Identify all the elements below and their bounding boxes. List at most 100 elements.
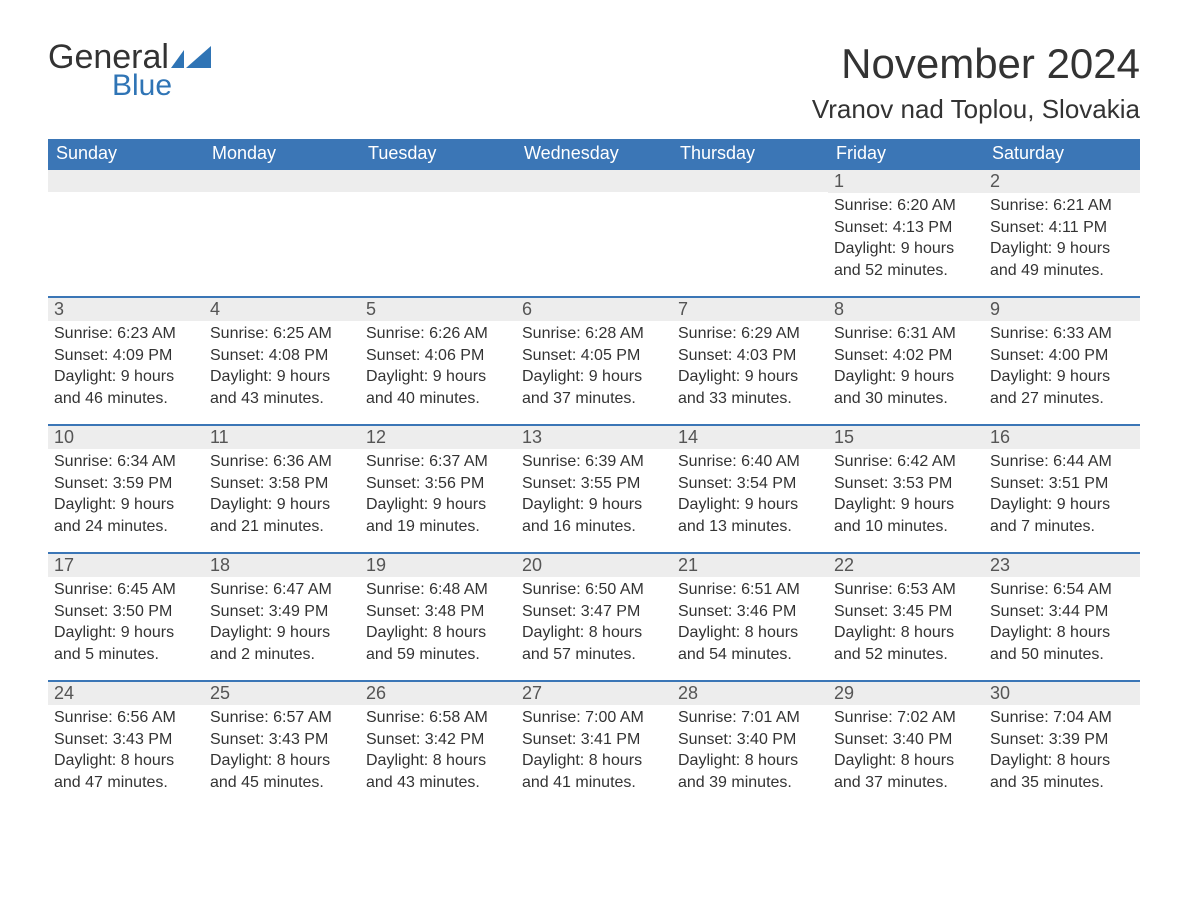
- empty-cell: [48, 170, 204, 296]
- daylight-line1: Daylight: 9 hours: [834, 238, 978, 260]
- daylight-line2: and 52 minutes.: [834, 644, 978, 666]
- daylight-line1: Daylight: 9 hours: [522, 366, 666, 388]
- daylight-line2: and 47 minutes.: [54, 772, 198, 794]
- daylight-line1: Daylight: 8 hours: [366, 750, 510, 772]
- week-row: 1Sunrise: 6:20 AMSunset: 4:13 PMDaylight…: [48, 168, 1140, 296]
- daylight-line1: Daylight: 8 hours: [522, 750, 666, 772]
- daylight-line1: Daylight: 9 hours: [678, 366, 822, 388]
- daylight-line2: and 46 minutes.: [54, 388, 198, 410]
- daylight-line1: Daylight: 8 hours: [990, 750, 1134, 772]
- daylight-line1: Daylight: 8 hours: [834, 622, 978, 644]
- title-block: November 2024 Vranov nad Toplou, Slovaki…: [812, 40, 1140, 125]
- daylight-line2: and 24 minutes.: [54, 516, 198, 538]
- day-number: [204, 170, 360, 192]
- day-number: 10: [48, 426, 204, 449]
- daylight-line1: Daylight: 9 hours: [54, 494, 198, 516]
- weekday-header: Monday: [204, 139, 360, 168]
- sunset-text: Sunset: 3:46 PM: [678, 601, 822, 623]
- sunrise-text: Sunrise: 6:34 AM: [54, 451, 198, 473]
- day-body: Sunrise: 6:36 AMSunset: 3:58 PMDaylight:…: [204, 449, 360, 537]
- sunrise-text: Sunrise: 6:56 AM: [54, 707, 198, 729]
- daylight-line2: and 19 minutes.: [366, 516, 510, 538]
- day-number: 30: [984, 682, 1140, 705]
- day-body: Sunrise: 6:33 AMSunset: 4:00 PMDaylight:…: [984, 321, 1140, 409]
- day-cell: 19Sunrise: 6:48 AMSunset: 3:48 PMDayligh…: [360, 554, 516, 680]
- weekday-header: Wednesday: [516, 139, 672, 168]
- sunrise-text: Sunrise: 6:20 AM: [834, 195, 978, 217]
- sunset-text: Sunset: 3:40 PM: [678, 729, 822, 751]
- daylight-line1: Daylight: 8 hours: [54, 750, 198, 772]
- daylight-line2: and 30 minutes.: [834, 388, 978, 410]
- daylight-line2: and 35 minutes.: [990, 772, 1134, 794]
- sunrise-text: Sunrise: 6:42 AM: [834, 451, 978, 473]
- daylight-line1: Daylight: 9 hours: [990, 238, 1134, 260]
- sunset-text: Sunset: 3:55 PM: [522, 473, 666, 495]
- daylight-line1: Daylight: 9 hours: [366, 366, 510, 388]
- sunrise-text: Sunrise: 6:37 AM: [366, 451, 510, 473]
- day-body: Sunrise: 6:51 AMSunset: 3:46 PMDaylight:…: [672, 577, 828, 665]
- day-cell: 9Sunrise: 6:33 AMSunset: 4:00 PMDaylight…: [984, 298, 1140, 424]
- day-body: Sunrise: 6:40 AMSunset: 3:54 PMDaylight:…: [672, 449, 828, 537]
- sunrise-text: Sunrise: 6:33 AM: [990, 323, 1134, 345]
- day-number: [672, 170, 828, 192]
- day-cell: 7Sunrise: 6:29 AMSunset: 4:03 PMDaylight…: [672, 298, 828, 424]
- day-number: 3: [48, 298, 204, 321]
- day-number: 23: [984, 554, 1140, 577]
- daylight-line2: and 21 minutes.: [210, 516, 354, 538]
- sunset-text: Sunset: 3:39 PM: [990, 729, 1134, 751]
- daylight-line2: and 49 minutes.: [990, 260, 1134, 282]
- sunrise-text: Sunrise: 6:47 AM: [210, 579, 354, 601]
- day-body: Sunrise: 6:37 AMSunset: 3:56 PMDaylight:…: [360, 449, 516, 537]
- weekday-header: Sunday: [48, 139, 204, 168]
- sunset-text: Sunset: 3:42 PM: [366, 729, 510, 751]
- sunrise-text: Sunrise: 7:01 AM: [678, 707, 822, 729]
- day-number: 6: [516, 298, 672, 321]
- day-number: 15: [828, 426, 984, 449]
- daylight-line2: and 5 minutes.: [54, 644, 198, 666]
- daylight-line1: Daylight: 8 hours: [678, 750, 822, 772]
- daylight-line2: and 52 minutes.: [834, 260, 978, 282]
- logo-word-blue: Blue: [112, 74, 211, 98]
- day-number: 28: [672, 682, 828, 705]
- empty-cell: [204, 170, 360, 296]
- daylight-line2: and 57 minutes.: [522, 644, 666, 666]
- daylight-line2: and 43 minutes.: [210, 388, 354, 410]
- sunset-text: Sunset: 4:13 PM: [834, 217, 978, 239]
- daylight-line1: Daylight: 9 hours: [210, 494, 354, 516]
- day-number: 19: [360, 554, 516, 577]
- day-cell: 11Sunrise: 6:36 AMSunset: 3:58 PMDayligh…: [204, 426, 360, 552]
- daylight-line1: Daylight: 9 hours: [210, 366, 354, 388]
- sunrise-text: Sunrise: 6:53 AM: [834, 579, 978, 601]
- day-body: Sunrise: 6:50 AMSunset: 3:47 PMDaylight:…: [516, 577, 672, 665]
- sunset-text: Sunset: 3:50 PM: [54, 601, 198, 623]
- daylight-line2: and 37 minutes.: [522, 388, 666, 410]
- day-number: 7: [672, 298, 828, 321]
- day-cell: 30Sunrise: 7:04 AMSunset: 3:39 PMDayligh…: [984, 682, 1140, 808]
- day-number: 2: [984, 170, 1140, 193]
- day-body: Sunrise: 7:04 AMSunset: 3:39 PMDaylight:…: [984, 705, 1140, 793]
- week-row: 17Sunrise: 6:45 AMSunset: 3:50 PMDayligh…: [48, 552, 1140, 680]
- daylight-line2: and 27 minutes.: [990, 388, 1134, 410]
- day-number: 16: [984, 426, 1140, 449]
- daylight-line1: Daylight: 9 hours: [366, 494, 510, 516]
- day-body: Sunrise: 6:44 AMSunset: 3:51 PMDaylight:…: [984, 449, 1140, 537]
- day-body: Sunrise: 6:26 AMSunset: 4:06 PMDaylight:…: [360, 321, 516, 409]
- header: General Blue November 2024 Vranov nad To…: [48, 40, 1140, 125]
- sunrise-text: Sunrise: 6:26 AM: [366, 323, 510, 345]
- day-body: Sunrise: 6:42 AMSunset: 3:53 PMDaylight:…: [828, 449, 984, 537]
- day-cell: 25Sunrise: 6:57 AMSunset: 3:43 PMDayligh…: [204, 682, 360, 808]
- daylight-line2: and 13 minutes.: [678, 516, 822, 538]
- day-body: Sunrise: 6:39 AMSunset: 3:55 PMDaylight:…: [516, 449, 672, 537]
- sunset-text: Sunset: 4:06 PM: [366, 345, 510, 367]
- day-cell: 12Sunrise: 6:37 AMSunset: 3:56 PMDayligh…: [360, 426, 516, 552]
- day-number: 1: [828, 170, 984, 193]
- empty-cell: [516, 170, 672, 296]
- daylight-line2: and 10 minutes.: [834, 516, 978, 538]
- sunset-text: Sunset: 4:00 PM: [990, 345, 1134, 367]
- sunset-text: Sunset: 3:40 PM: [834, 729, 978, 751]
- sunset-text: Sunset: 3:48 PM: [366, 601, 510, 623]
- sunset-text: Sunset: 3:44 PM: [990, 601, 1134, 623]
- day-cell: 1Sunrise: 6:20 AMSunset: 4:13 PMDaylight…: [828, 170, 984, 296]
- day-cell: 26Sunrise: 6:58 AMSunset: 3:42 PMDayligh…: [360, 682, 516, 808]
- day-cell: 24Sunrise: 6:56 AMSunset: 3:43 PMDayligh…: [48, 682, 204, 808]
